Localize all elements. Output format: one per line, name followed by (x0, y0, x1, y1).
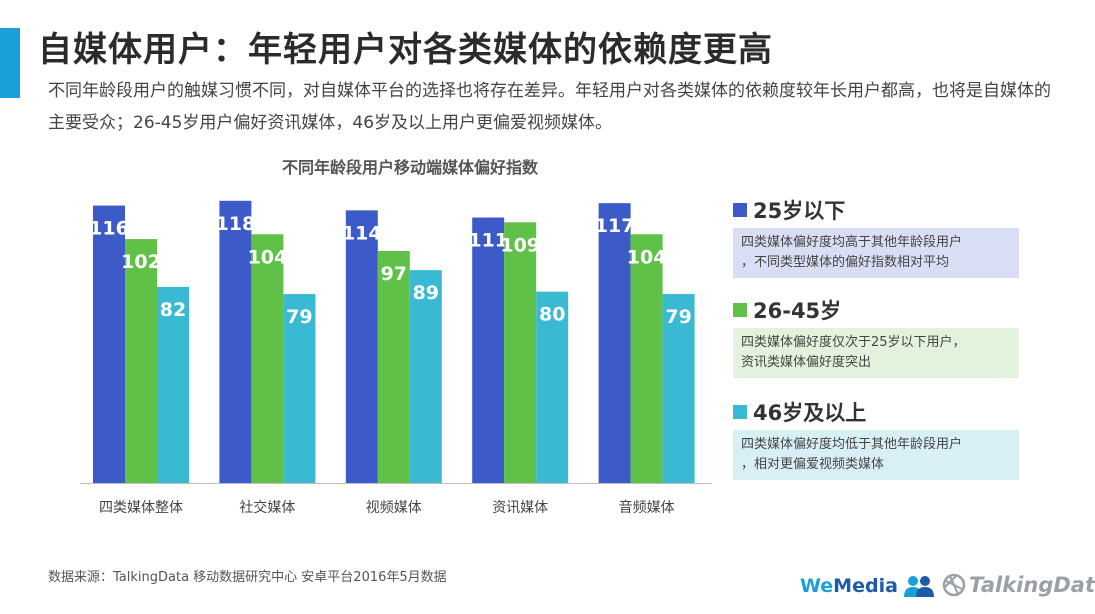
talkingdata-logo-text: TalkingData (969, 573, 1095, 597)
data-label-series-1-cat-2: 97 (381, 263, 407, 285)
wemedia-logo: We Media (800, 575, 936, 597)
bar-series-2-cat-3 (536, 291, 569, 483)
bar-series-2-cat-4 (662, 294, 695, 483)
title-accent-bar (0, 28, 20, 98)
legend-group-under-25: 25岁以下 四类媒体偏好度均高于其他年龄段用户 ，不同类型媒体的偏好指数相对平均 (733, 196, 1019, 278)
bar-series-1-cat-1 (251, 234, 284, 483)
bar-series-1-cat-3 (504, 222, 537, 483)
bar-series-2-cat-1 (283, 294, 316, 483)
chart-title: 不同年龄段用户移动端媒体偏好指数 (281, 158, 538, 177)
data-label-series-1-cat-0: 102 (121, 251, 161, 273)
data-label-series-1-cat-4: 104 (627, 246, 667, 268)
legend-note-line: 四类媒体偏好度均低于其他年龄段用户 (741, 437, 963, 452)
legend-label-46-plus: 46岁及以上 (753, 401, 867, 425)
x-tick-label-1: 社交媒体 (239, 499, 295, 516)
bar-series-1-cat-0 (125, 239, 157, 483)
data-label-series-0-cat-1: 118 (216, 213, 256, 235)
bar-series-0-cat-4 (598, 203, 631, 484)
data-label-series-2-cat-1: 79 (286, 306, 312, 328)
bar-series-0-cat-0 (93, 205, 125, 484)
bar-series-0-cat-2 (345, 210, 378, 483)
legend-swatch-46-plus (733, 405, 747, 419)
data-label-series-0-cat-3: 111 (468, 230, 508, 252)
data-label-series-2-cat-2: 89 (413, 282, 439, 304)
x-tick-label-0: 四类媒体整体 (99, 500, 183, 516)
data-source: 数据来源：TalkingData 移动数据研究中心 安卓平台2016年5月数据 (48, 570, 447, 585)
x-tick-label-3: 资讯媒体 (492, 500, 548, 516)
x-tick-label-2: 视频媒体 (366, 500, 422, 516)
legend-note-line: ，不同类型媒体的偏好指数相对平均 (741, 255, 950, 270)
wemedia-logo-we: We (800, 575, 834, 597)
people-icon (903, 576, 934, 597)
page-title: 自媒体用户：年轻用户对各类媒体的依赖度更高 (38, 30, 773, 70)
data-label-series-0-cat-4: 117 (595, 215, 635, 237)
legend-group-26-45: 26-45岁 四类媒体偏好度仅次于25岁以下用户， 资讯类媒体偏好度突出 (733, 296, 1019, 378)
wemedia-logo-media: Media (833, 575, 898, 597)
legend-note-46-plus: 四类媒体偏好度均低于其他年龄段用户 ，相对更偏爱视频类媒体 (733, 430, 1019, 480)
legend-note-26-45: 四类媒体偏好度仅次于25岁以下用户， 资讯类媒体偏好度突出 (733, 328, 1019, 378)
legend-note-line: 四类媒体偏好度均高于其他年龄段用户 (741, 235, 963, 250)
data-label-series-0-cat-0: 116 (89, 218, 129, 240)
bar-series-2-cat-0 (157, 286, 189, 483)
bar-series-2-cat-2 (409, 270, 442, 483)
page-subtitle: 不同年龄段用户的触媒习惯不同，对自媒体平台的选择也将存在差异。年轻用户对各类媒体… (48, 81, 1051, 133)
x-tick-label-4: 音频媒体 (619, 499, 675, 516)
legend-note-line: 资讯类媒体偏好度突出 (741, 355, 872, 370)
bar-series-0-cat-1 (219, 200, 252, 484)
bar-chart: 116 118 114 111 117 102 104 97 109 104 82 79 89 80 79 四… (80, 200, 712, 516)
bar-series-1-cat-2 (377, 251, 410, 483)
legend-note-under-25: 四类媒体偏好度均高于其他年龄段用户 ，不同类型媒体的偏好指数相对平均 (733, 228, 1019, 278)
data-label-series-1-cat-3: 109 (500, 234, 540, 256)
talkingdata-logo: TalkingData (942, 573, 1095, 597)
legend-note-line: 四类媒体偏好度仅次于25岁以下用户， (741, 335, 966, 350)
legend-label-under-25: 25岁以下 (753, 199, 846, 223)
data-label-series-1-cat-1: 104 (248, 246, 288, 268)
data-label-series-2-cat-0: 82 (160, 299, 186, 321)
bar-series-1-cat-4 (630, 234, 663, 483)
legend-label-26-45: 26-45岁 (753, 299, 842, 323)
data-label-series-0-cat-2: 114 (342, 222, 382, 244)
legend-note-line: ，相对更偏爱视频类媒体 (741, 457, 885, 472)
legend-group-46-plus: 46岁及以上 四类媒体偏好度均低于其他年龄段用户 ，相对更偏爱视频类媒体 (733, 398, 1019, 480)
legend-swatch-26-45 (733, 303, 747, 317)
data-label-series-2-cat-4: 79 (665, 306, 691, 328)
data-label-series-2-cat-3: 80 (539, 304, 565, 326)
globe-icon (942, 573, 966, 597)
legend-swatch-under-25 (733, 203, 747, 217)
bar-series-0-cat-3 (472, 217, 505, 483)
